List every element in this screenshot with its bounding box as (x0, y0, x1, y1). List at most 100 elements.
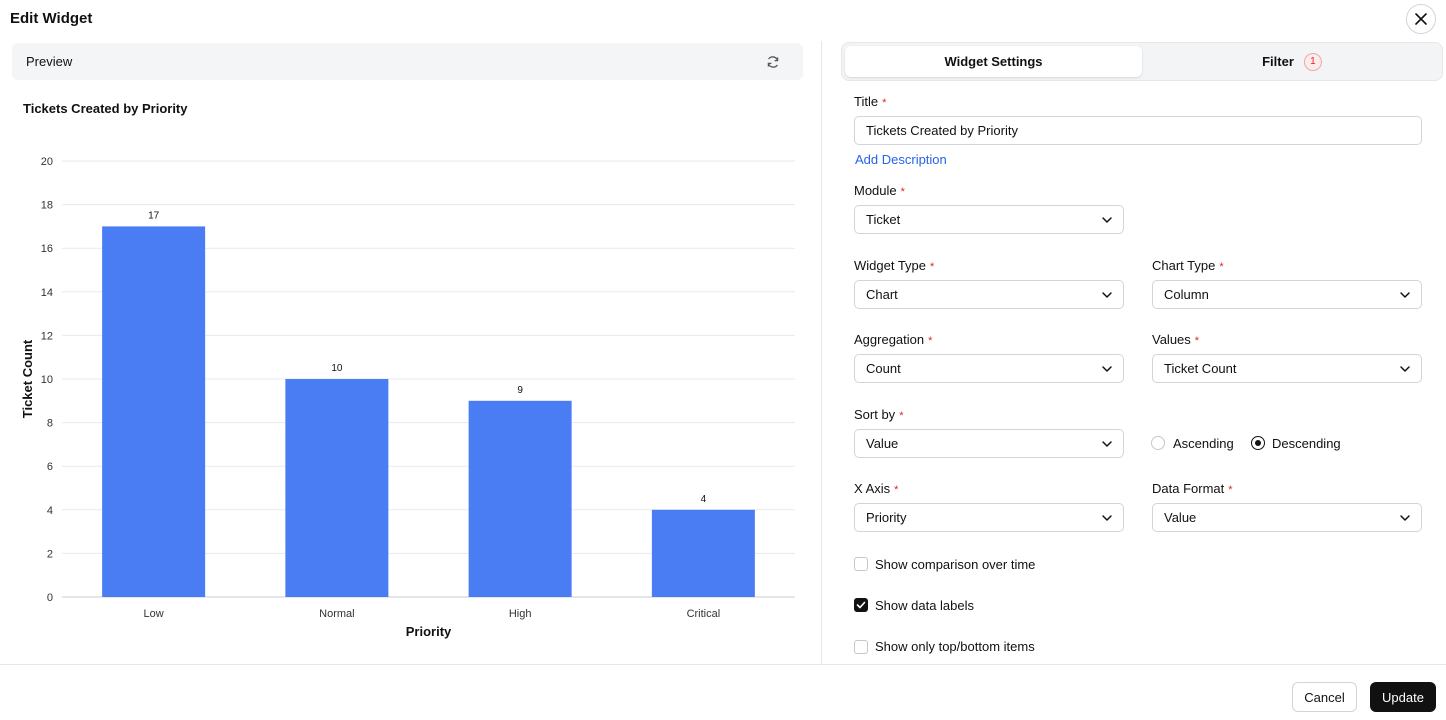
aggregation-label-text: Aggregation (854, 332, 925, 347)
data-format-select[interactable]: Value (1152, 503, 1422, 532)
chevron-down-icon (1102, 515, 1112, 521)
settings-tabs: Widget Settings Filter 1 (841, 42, 1443, 81)
module-select-value: Ticket (866, 212, 901, 227)
chevron-down-icon (1400, 292, 1410, 298)
filter-count-badge: 1 (1303, 52, 1322, 71)
values-label: Values * (1152, 332, 1199, 347)
dialog-header: Edit Widget (0, 0, 1446, 38)
data-format-label: Data Format * (1152, 481, 1233, 496)
chart-type-label-text: Chart Type (1152, 258, 1216, 273)
module-label-text: Module (854, 183, 897, 198)
bar (468, 400, 572, 597)
required-mark: * (894, 484, 899, 496)
y-tick-label: 2 (47, 548, 53, 560)
required-mark: * (882, 97, 887, 109)
descending-label: Descending (1272, 436, 1341, 451)
widget-type-label: Widget Type * (854, 258, 934, 273)
show-comparison-checkbox[interactable] (854, 557, 868, 571)
update-button[interactable]: Update (1370, 682, 1436, 712)
ascending-label: Ascending (1173, 436, 1234, 451)
y-tick-label: 0 (47, 592, 53, 604)
x-axis-select-value: Priority (866, 510, 907, 525)
x-axis-title: Priority (406, 624, 452, 639)
title-label: Title * (854, 94, 886, 109)
required-mark: * (899, 410, 904, 422)
tab-filter[interactable]: Filter 1 (1142, 46, 1442, 77)
aggregation-select-value: Count (866, 361, 901, 376)
x-axis-select[interactable]: Priority (854, 503, 1124, 532)
chart-type-select-value: Column (1164, 287, 1209, 302)
panel-divider (821, 41, 822, 664)
preview-bar: Preview (12, 43, 803, 80)
chevron-down-icon (1102, 366, 1112, 372)
bar (285, 379, 389, 597)
x-tick-label: Critical (687, 608, 721, 620)
chart-title: Tickets Created by Priority (23, 101, 188, 116)
tab-widget-settings[interactable]: Widget Settings (845, 46, 1142, 77)
y-tick-label: 14 (41, 287, 53, 299)
checkmark-icon (856, 601, 866, 609)
y-tick-label: 12 (41, 330, 53, 342)
refresh-icon[interactable] (765, 54, 781, 70)
title-input[interactable]: Tickets Created by Priority (854, 116, 1422, 145)
show-data-labels-checkbox[interactable] (854, 598, 868, 612)
bar (102, 226, 206, 597)
required-mark: * (930, 261, 935, 273)
descending-radio[interactable] (1251, 436, 1265, 450)
dialog-title: Edit Widget (10, 10, 93, 27)
x-tick-label: High (509, 608, 532, 620)
sort-by-label-text: Sort by (854, 407, 896, 422)
y-tick-label: 16 (41, 243, 53, 255)
x-tick-label: Low (144, 608, 164, 620)
module-label: Module * (854, 183, 905, 198)
tab-widget-settings-label: Widget Settings (944, 54, 1043, 69)
footer-divider (0, 664, 1446, 665)
y-tick-label: 6 (47, 461, 53, 473)
values-label-text: Values (1152, 332, 1191, 347)
required-mark: * (900, 186, 905, 198)
chevron-down-icon (1102, 292, 1112, 298)
y-tick-label: 4 (47, 505, 53, 517)
widget-type-label-text: Widget Type (854, 258, 927, 273)
required-mark: * (928, 335, 933, 347)
sort-by-label: Sort by * (854, 407, 903, 422)
close-button[interactable] (1406, 4, 1436, 34)
x-axis-label: X Axis * (854, 481, 898, 496)
chart-type-select[interactable]: Column (1152, 280, 1422, 309)
close-icon (1415, 13, 1427, 25)
y-tick-label: 10 (41, 374, 53, 386)
cancel-button[interactable]: Cancel (1292, 682, 1357, 712)
module-select[interactable]: Ticket (854, 205, 1124, 234)
y-tick-label: 8 (47, 418, 53, 430)
chevron-down-icon (1102, 217, 1112, 223)
sort-by-select[interactable]: Value (854, 429, 1124, 458)
aggregation-label: Aggregation * (854, 332, 932, 347)
show-comparison-label: Show comparison over time (875, 557, 1036, 572)
aggregation-select[interactable]: Count (854, 354, 1124, 383)
show-top-bottom-checkbox[interactable] (854, 640, 868, 654)
widget-type-select-value: Chart (866, 287, 898, 302)
values-select[interactable]: Ticket Count (1152, 354, 1422, 383)
widget-type-select[interactable]: Chart (854, 280, 1124, 309)
bar-chart: 0 2 4 6 8 10 12 14 16 18 20 17 Low 10 Normal 9 High 4 Crit… (20, 156, 795, 639)
chart-type-label: Chart Type * (1152, 258, 1224, 273)
bar (651, 509, 755, 597)
required-mark: * (1219, 261, 1224, 273)
y-axis-title: Ticket Count (20, 339, 35, 418)
show-data-labels-label: Show data labels (875, 598, 975, 613)
title-input-value: Tickets Created by Priority (866, 123, 1018, 138)
x-tick-label: Normal (319, 608, 354, 620)
chevron-down-icon (1102, 441, 1112, 447)
data-label: 10 (331, 363, 343, 374)
required-mark: * (1228, 484, 1233, 496)
values-select-value: Ticket Count (1164, 361, 1237, 376)
show-top-bottom-label: Show only top/bottom items (875, 639, 1035, 654)
preview-label: Preview (26, 54, 73, 69)
chevron-down-icon (1400, 515, 1410, 521)
add-description-link[interactable]: Add Description (855, 152, 947, 167)
data-label: 17 (148, 210, 160, 221)
tab-filter-label: Filter (1262, 54, 1294, 69)
ascending-radio[interactable] (1151, 436, 1165, 450)
data-format-label-text: Data Format (1152, 481, 1225, 496)
data-label: 9 (517, 385, 523, 396)
